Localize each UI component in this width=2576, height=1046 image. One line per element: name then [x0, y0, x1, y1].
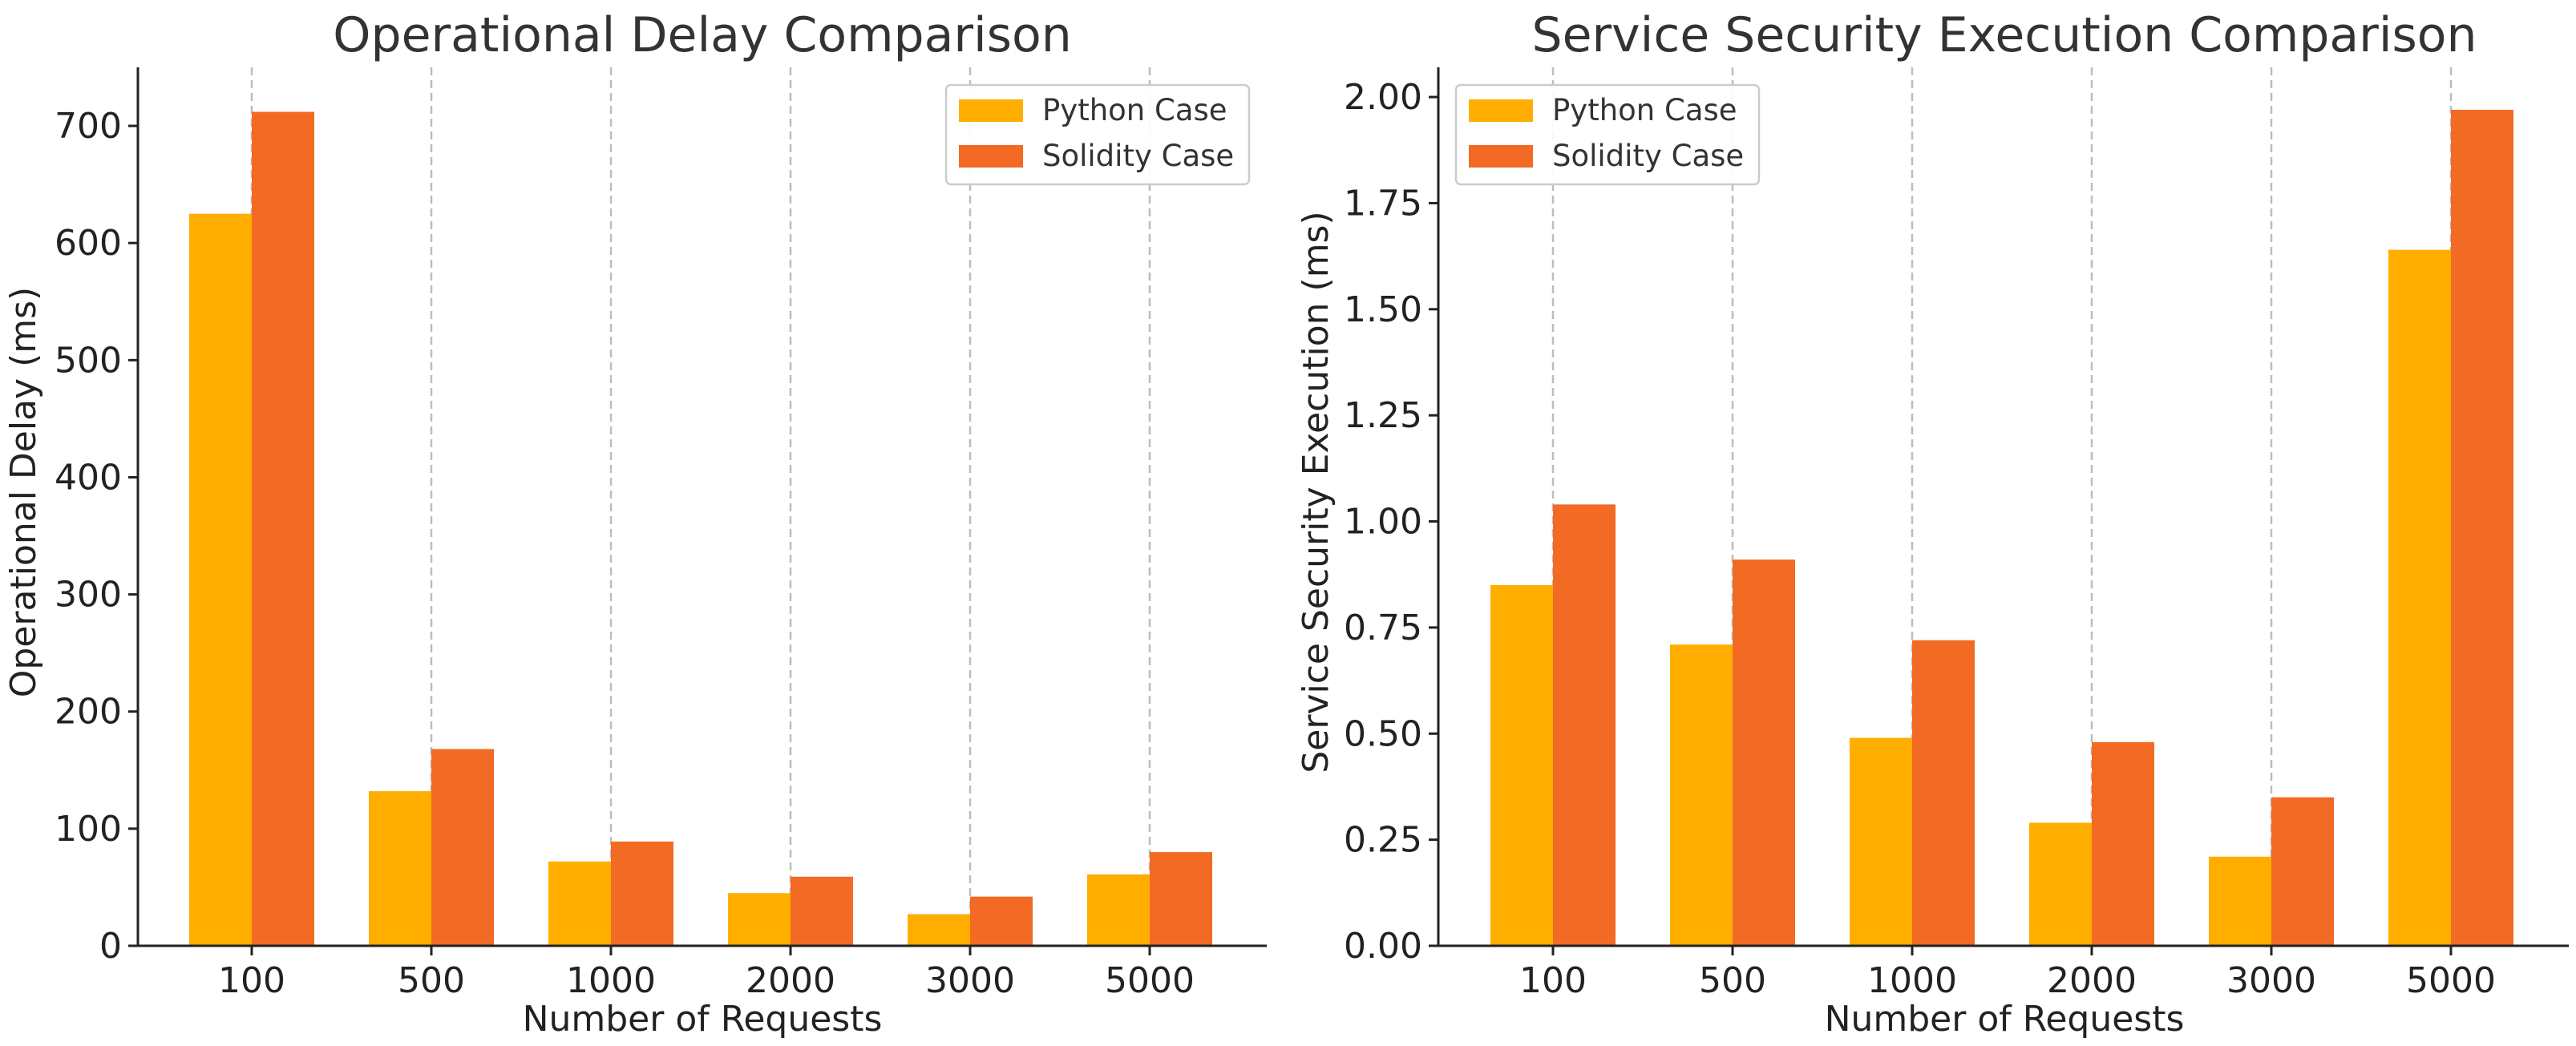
legend-label: Solidity Case: [1552, 139, 1744, 173]
x-tick-label: 3000: [925, 960, 1015, 1001]
x-tick-label: 3000: [2226, 960, 2316, 1001]
chart-title: Service Security Execution Comparison: [1531, 7, 2477, 63]
x-tick-label: 1000: [1867, 960, 1957, 1001]
y-tick-label: 1.50: [1344, 289, 1422, 330]
legend-label: Solidity Case: [1042, 139, 1234, 173]
bar-python-100: [189, 213, 252, 947]
bar-solidity-500: [1733, 559, 1795, 946]
y-tick-label: 0.25: [1344, 820, 1422, 861]
bar-solidity-500: [431, 749, 494, 946]
bar-python-5000: [2388, 249, 2451, 946]
x-tick-label: 100: [1519, 960, 1587, 1001]
bar-python-3000: [2209, 856, 2271, 946]
legend-label: Python Case: [1042, 93, 1227, 127]
legend: Python Case Solidity Case: [1454, 83, 1761, 186]
y-tick-label: 700: [55, 106, 122, 147]
x-tick-label: 5000: [1105, 960, 1195, 1001]
legend-label: Python Case: [1552, 93, 1737, 127]
x-tick-label: 500: [398, 960, 465, 1001]
bar-solidity-1000: [611, 841, 673, 946]
bar-python-5000: [1087, 874, 1150, 946]
y-tick-label: 0: [99, 926, 122, 967]
y-tick-label: 300: [55, 575, 122, 616]
y-tick-label: 100: [55, 809, 122, 850]
y-tick-label: 0.50: [1344, 713, 1422, 754]
bar-solidity-2000: [791, 876, 853, 946]
x-tick-label: 100: [218, 960, 285, 1001]
y-tick-label: 2.00: [1344, 77, 1422, 118]
y-axis-label: Service Security Execution (ms): [1296, 211, 1337, 773]
bar-python-100: [1490, 584, 1553, 946]
x-tick-label: 5000: [2406, 960, 2496, 1001]
bar-python-500: [1670, 644, 1733, 946]
bar-python-1000: [1850, 737, 1912, 946]
bar-solidity-3000: [2271, 797, 2334, 946]
bar-solidity-5000: [2451, 109, 2513, 946]
y-tick-label: 1.00: [1344, 502, 1422, 543]
bar-solidity-3000: [970, 896, 1033, 946]
y-axis-label: Operational Delay (ms): [3, 287, 44, 697]
legend: Python Case Solidity Case: [944, 83, 1251, 186]
x-tick-label: 1000: [566, 960, 656, 1001]
y-tick-label: 500: [55, 340, 122, 381]
legend-swatch-solidity: [959, 145, 1023, 168]
y-tick-label: 600: [55, 223, 122, 264]
bar-solidity-100: [1553, 504, 1616, 946]
bar-solidity-100: [252, 111, 314, 947]
y-tick-label: 1.25: [1344, 395, 1422, 436]
bar-solidity-1000: [1912, 640, 1975, 946]
bar-solidity-2000: [2092, 741, 2154, 946]
legend-swatch-solidity: [1469, 145, 1533, 168]
y-tick-label: 0.75: [1344, 608, 1422, 648]
legend-swatch-python: [959, 99, 1023, 122]
x-tick-label: 500: [1699, 960, 1766, 1001]
service-security-chart: Service Security Execution Comparison 0.…: [1296, 7, 2569, 1040]
x-axis-label: Number of Requests: [523, 999, 883, 1040]
x-axis-label: Number of Requests: [1825, 999, 2185, 1040]
bar-python-3000: [908, 914, 970, 946]
bar-python-2000: [728, 893, 791, 946]
legend-swatch-python: [1469, 99, 1533, 122]
bar-python-500: [369, 791, 431, 946]
y-tick-label: 1.75: [1344, 183, 1422, 224]
bar-python-1000: [548, 861, 611, 946]
bar-solidity-5000: [1150, 852, 1212, 946]
y-tick-label: 400: [55, 457, 122, 498]
x-tick-label: 2000: [2047, 960, 2137, 1001]
y-tick-label: 200: [55, 692, 122, 733]
bar-python-2000: [2029, 822, 2092, 946]
chart-title: Operational Delay Comparison: [333, 7, 1071, 63]
x-tick-label: 2000: [746, 960, 835, 1001]
operational-delay-chart: Operational Delay Comparison 0 100 200 300 4…: [3, 7, 1267, 1040]
y-tick-label: 0.00: [1344, 926, 1422, 967]
